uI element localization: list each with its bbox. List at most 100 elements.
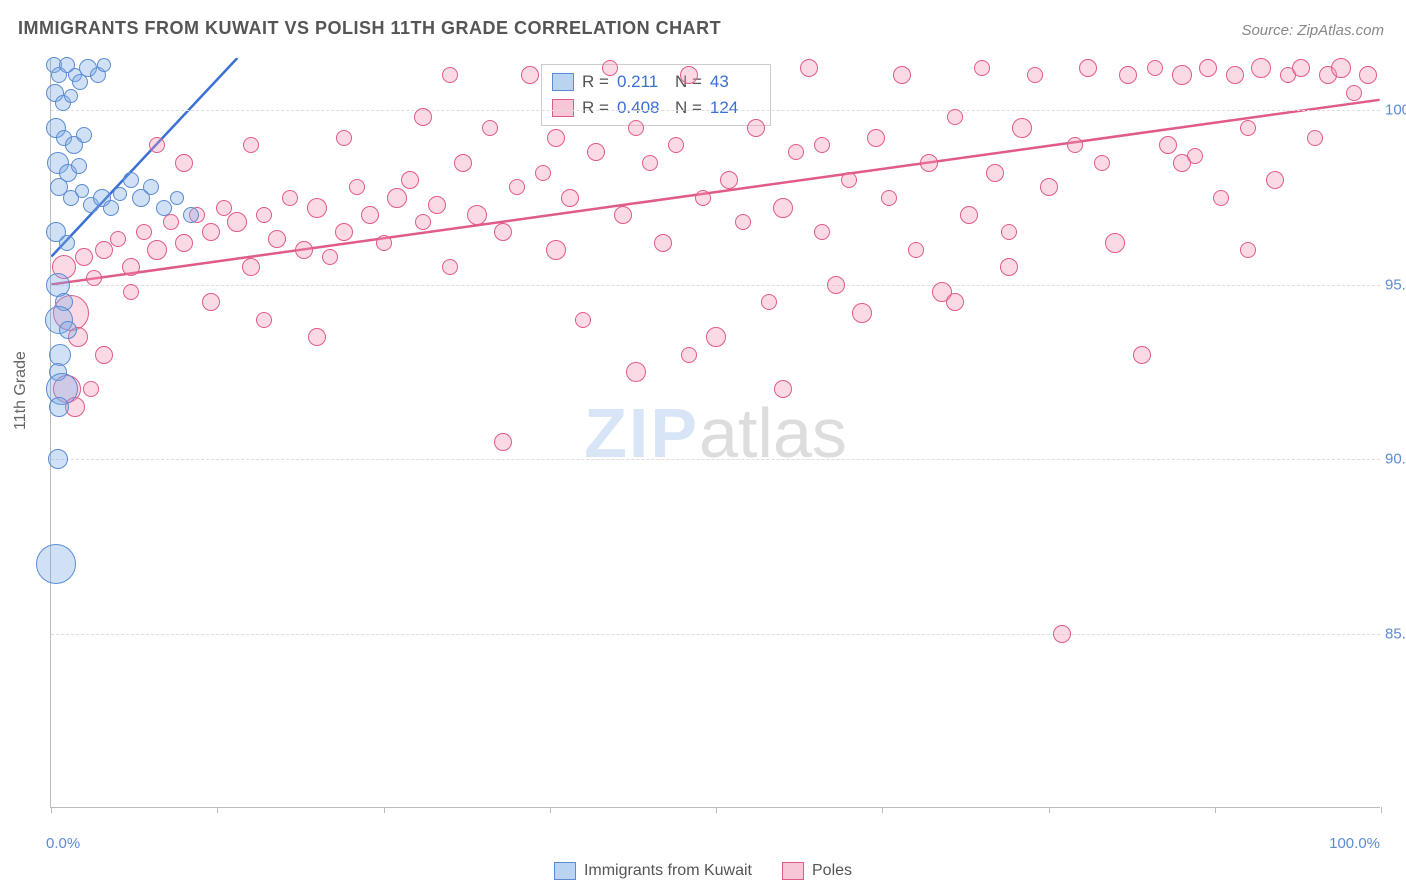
x-tick: [384, 807, 385, 813]
x-tick: [550, 807, 551, 813]
scatter-point-pink: [960, 206, 978, 224]
stats-row-blue: R = 0.211 N = 43: [552, 69, 760, 95]
scatter-point-blue: [76, 127, 92, 143]
scatter-point-blue: [103, 200, 119, 216]
x-tick-right: 100.0%: [1329, 835, 1380, 852]
scatter-point-pink: [1346, 85, 1362, 101]
scatter-point-pink: [1359, 66, 1377, 84]
r-value-blue: 0.211: [617, 72, 667, 92]
swatch-blue: [552, 73, 574, 91]
scatter-point-pink: [268, 230, 286, 248]
scatter-point-pink: [1251, 58, 1271, 78]
scatter-point-pink: [175, 234, 193, 252]
scatter-point-blue: [113, 187, 127, 201]
scatter-point-pink: [256, 207, 272, 223]
swatch-pink: [782, 862, 804, 880]
r-value-pink: 0.408: [617, 98, 667, 118]
scatter-point-pink: [361, 206, 379, 224]
scatter-point-pink: [628, 120, 644, 136]
scatter-point-pink: [642, 155, 658, 171]
scatter-point-pink: [893, 66, 911, 84]
scatter-point-pink: [800, 59, 818, 77]
scatter-point-blue: [48, 449, 68, 469]
scatter-point-pink: [1240, 242, 1256, 258]
scatter-point-pink: [95, 346, 113, 364]
scatter-point-pink: [295, 241, 313, 259]
swatch-blue: [554, 862, 576, 880]
scatter-point-pink: [947, 109, 963, 125]
scatter-point-pink: [668, 137, 684, 153]
scatter-point-pink: [1040, 178, 1058, 196]
scatter-point-blue: [71, 158, 87, 174]
scatter-point-pink: [442, 259, 458, 275]
scatter-point-pink: [494, 223, 512, 241]
scatter-point-pink: [626, 362, 646, 382]
scatter-point-pink: [575, 312, 591, 328]
scatter-point-pink: [454, 154, 472, 172]
scatter-point-pink: [1307, 130, 1323, 146]
scatter-point-pink: [706, 327, 726, 347]
stats-row-pink: R = 0.408 N = 124: [552, 95, 760, 121]
scatter-point-pink: [681, 347, 697, 363]
scatter-point-pink: [282, 190, 298, 206]
scatter-point-pink: [336, 130, 352, 146]
scatter-point-pink: [841, 172, 857, 188]
scatter-point-blue: [156, 200, 172, 216]
scatter-point-pink: [149, 137, 165, 153]
scatter-point-pink: [774, 380, 792, 398]
scatter-point-blue: [64, 89, 78, 103]
scatter-point-pink: [1147, 60, 1163, 76]
scatter-point-pink: [1067, 137, 1083, 153]
x-tick: [882, 807, 883, 813]
scatter-point-blue: [143, 179, 159, 195]
scatter-point-pink: [83, 381, 99, 397]
scatter-point-pink: [695, 190, 711, 206]
scatter-point-pink: [1105, 233, 1125, 253]
scatter-point-pink: [227, 212, 247, 232]
scatter-point-pink: [175, 154, 193, 172]
y-tick-label: 100.0%: [1385, 102, 1406, 119]
scatter-point-pink: [75, 248, 93, 266]
gridline: [51, 634, 1380, 635]
watermark: ZIPatlas: [584, 393, 847, 473]
scatter-point-pink: [867, 129, 885, 147]
scatter-point-pink: [415, 214, 431, 230]
scatter-point-pink: [147, 240, 167, 260]
x-tick: [1381, 807, 1382, 813]
scatter-point-pink: [986, 164, 1004, 182]
stats-legend: R = 0.211 N = 43 R = 0.408 N = 124: [541, 64, 771, 126]
scatter-point-blue: [49, 344, 71, 366]
scatter-point-pink: [202, 223, 220, 241]
scatter-point-pink: [1012, 118, 1032, 138]
scatter-point-pink: [1226, 66, 1244, 84]
scatter-point-pink: [163, 214, 179, 230]
scatter-point-pink: [242, 258, 260, 276]
scatter-point-pink: [680, 66, 698, 84]
y-tick-label: 95.0%: [1385, 276, 1406, 293]
chart-title: IMMIGRANTS FROM KUWAIT VS POLISH 11TH GR…: [18, 18, 721, 39]
scatter-point-blue: [36, 544, 76, 584]
scatter-point-pink: [814, 137, 830, 153]
x-tick: [217, 807, 218, 813]
scatter-point-pink: [1213, 190, 1229, 206]
scatter-point-pink: [123, 284, 139, 300]
scatter-point-pink: [1133, 346, 1151, 364]
scatter-point-pink: [827, 276, 845, 294]
x-tick: [1215, 807, 1216, 813]
scatter-point-pink: [720, 171, 738, 189]
n-value-blue: 43: [710, 72, 760, 92]
scatter-point-pink: [202, 293, 220, 311]
scatter-point-pink: [946, 293, 964, 311]
bottom-legend: Immigrants from Kuwait Poles: [0, 862, 1406, 880]
scatter-point-pink: [561, 189, 579, 207]
scatter-point-pink: [122, 258, 140, 276]
gridline: [51, 110, 1380, 111]
swatch-pink: [552, 99, 574, 117]
n-value-pink: 124: [710, 98, 760, 118]
scatter-point-pink: [482, 120, 498, 136]
scatter-point-pink: [307, 198, 327, 218]
gridline: [51, 285, 1380, 286]
scatter-point-blue: [49, 397, 69, 417]
scatter-point-pink: [1001, 224, 1017, 240]
scatter-point-pink: [974, 60, 990, 76]
